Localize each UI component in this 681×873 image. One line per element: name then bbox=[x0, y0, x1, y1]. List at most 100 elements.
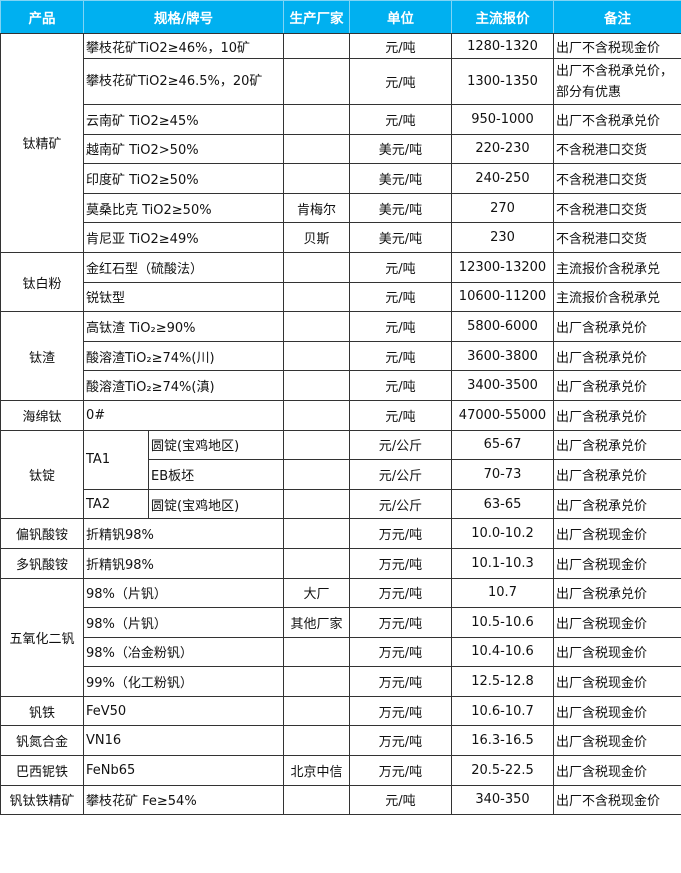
maker-cell bbox=[283, 725, 350, 757]
maker-cell: 北京中信 bbox=[283, 755, 350, 786]
spec-cell: 折精钒98% bbox=[83, 518, 284, 549]
price-cell: 10.1-10.3 bbox=[451, 547, 554, 579]
unit-cell: 元/吨 bbox=[349, 251, 452, 283]
table-row: 钒铁 FeV50 万元/吨 10.6-10.7 出厂含税现金价 bbox=[0, 695, 681, 727]
product-cell: 钒氮合金 bbox=[0, 725, 84, 757]
maker-cell bbox=[283, 636, 350, 668]
maker-cell bbox=[283, 163, 350, 194]
spec-cell: 酸溶渣TiO₂≥74%(川) bbox=[83, 340, 284, 372]
product-cell: 多钒酸铵 bbox=[0, 547, 84, 579]
price-cell: 10.0-10.2 bbox=[451, 518, 554, 549]
maker-cell bbox=[283, 784, 350, 816]
grade-cell: TA2 bbox=[83, 488, 149, 520]
maker-cell bbox=[283, 58, 350, 105]
price-cell: 65-67 bbox=[451, 429, 554, 461]
price-cell: 1280-1320 bbox=[451, 33, 554, 59]
unit-cell: 万元/吨 bbox=[349, 518, 452, 549]
note-cell: 出厂不含税承兑价 bbox=[553, 104, 681, 135]
note-cell: 出厂含税承兑价 bbox=[553, 340, 681, 372]
table-row: 99%（化工粉钒） 万元/吨 12.5-12.8 出厂含税现金价 bbox=[1, 666, 681, 697]
note-cell: 出厂含税现金价 bbox=[553, 725, 681, 757]
maker-cell bbox=[283, 488, 350, 520]
maker-cell bbox=[283, 399, 350, 431]
table-row: 酸溶渣TiO₂≥74%(滇) 元/吨 3400-3500 出厂含税承兑价 bbox=[1, 370, 681, 401]
table-row: 肯尼亚 TiO2≥49% 贝斯 美元/吨 230 不含税港口交货 bbox=[1, 222, 681, 253]
maker-cell bbox=[283, 666, 350, 697]
note-cell: 出厂含税承兑价 bbox=[553, 311, 681, 342]
maker-cell: 大厂 bbox=[283, 577, 350, 609]
price-cell: 70-73 bbox=[451, 459, 554, 490]
unit-cell: 万元/吨 bbox=[349, 695, 452, 727]
table-row: 巴西铌铁 FeNb65 北京中信 万元/吨 20.5-22.5 出厂含税现金价 bbox=[0, 755, 681, 786]
spec-cell: 莫桑比克 TiO2≥50% bbox=[83, 192, 284, 224]
unit-cell: 万元/吨 bbox=[349, 666, 452, 697]
maker-cell bbox=[283, 104, 350, 135]
price-cell: 10.5-10.6 bbox=[451, 607, 554, 638]
price-cell: 20.5-22.5 bbox=[451, 755, 554, 786]
unit-cell: 元/吨 bbox=[349, 311, 452, 342]
maker-cell bbox=[283, 695, 350, 727]
header-note: 备注 bbox=[553, 0, 681, 34]
unit-cell: 美元/吨 bbox=[349, 133, 452, 165]
note-cell: 出厂不含税现金价 bbox=[553, 784, 681, 816]
note-cell: 主流报价含税承兑 bbox=[553, 281, 681, 313]
spec-cell: 0# bbox=[83, 399, 284, 431]
unit-cell: 元/吨 bbox=[349, 33, 452, 59]
table-row: 98%（片钒） 其他厂家 万元/吨 10.5-10.6 出厂含税现金价 bbox=[1, 607, 681, 638]
price-cell: 10600-11200 bbox=[451, 281, 554, 313]
table-row: TA2 圆锭(宝鸡地区) 元/公斤 63-65 出厂含税承兑价 bbox=[1, 488, 681, 520]
table-row: 攀枝花矿TiO2≥46.5%，20矿 元/吨 1300-1350 出厂不含税承兑价，部… bbox=[1, 58, 681, 105]
spec-cell: 98%（冶金粉钒） bbox=[83, 636, 284, 668]
price-cell: 10.6-10.7 bbox=[451, 695, 554, 727]
spec-cell: FeV50 bbox=[83, 695, 284, 727]
spec-cell: 锐钛型 bbox=[83, 281, 284, 313]
note-cell: 出厂含税现金价 bbox=[553, 695, 681, 727]
price-cell: 3400-3500 bbox=[451, 370, 554, 401]
table-row: 越南矿 TiO2>50% 美元/吨 220-230 不含税港口交货 bbox=[1, 133, 681, 165]
note-cell: 不含税港口交货 bbox=[553, 133, 681, 165]
table-row: 酸溶渣TiO₂≥74%(川) 元/吨 3600-3800 出厂含税承兑价 bbox=[1, 340, 681, 372]
unit-cell: 元/公斤 bbox=[349, 459, 452, 490]
maker-cell bbox=[283, 547, 350, 579]
spec-cell: 圆锭(宝鸡地区) bbox=[148, 429, 284, 461]
spec-cell: 酸溶渣TiO₂≥74%(滇) bbox=[83, 370, 284, 401]
spec-cell: 云南矿 TiO2≥45% bbox=[83, 104, 284, 135]
spec-cell: 肯尼亚 TiO2≥49% bbox=[83, 222, 284, 253]
unit-cell: 元/吨 bbox=[349, 104, 452, 135]
unit-cell: 美元/吨 bbox=[349, 222, 452, 253]
maker-cell bbox=[283, 33, 350, 59]
unit-cell: 元/吨 bbox=[349, 784, 452, 816]
unit-cell: 万元/吨 bbox=[349, 755, 452, 786]
price-cell: 950-1000 bbox=[451, 104, 554, 135]
price-cell: 10.7 bbox=[451, 577, 554, 609]
grade-cell: TA1 bbox=[83, 429, 149, 490]
table-row: 印度矿 TiO2≥50% 美元/吨 240-250 不含税港口交货 bbox=[1, 163, 681, 194]
note-cell: 出厂不含税现金价 bbox=[553, 33, 681, 59]
table-row: 莫桑比克 TiO2≥50% 肯梅尔 美元/吨 270 不含税港口交货 bbox=[1, 192, 681, 224]
product-cell: 五氧化二钒 bbox=[0, 577, 84, 697]
unit-cell: 万元/吨 bbox=[349, 547, 452, 579]
unit-cell: 元/公斤 bbox=[349, 488, 452, 520]
unit-cell: 万元/吨 bbox=[349, 607, 452, 638]
maker-cell bbox=[283, 370, 350, 401]
product-cell: 钛白粉 bbox=[0, 251, 84, 313]
spec-cell: 越南矿 TiO2>50% bbox=[83, 133, 284, 165]
spec-cell: 98%（片钒） bbox=[83, 607, 284, 638]
unit-cell: 元/吨 bbox=[349, 370, 452, 401]
unit-cell: 美元/吨 bbox=[349, 163, 452, 194]
table-body: 钛精矿 攀枝花矿TiO2≥46%，10矿 元/吨 1280-1320 出厂不含税现金价攀… bbox=[0, 33, 681, 816]
table-row: 五氧化二钒 98%（片钒） 大厂 万元/吨 10.7 出厂含税承兑价 bbox=[0, 577, 681, 697]
note-cell: 不含税港口交货 bbox=[553, 192, 681, 224]
price-cell: 16.3-16.5 bbox=[451, 725, 554, 757]
unit-cell: 元/吨 bbox=[349, 58, 452, 105]
price-cell: 1300-1350 bbox=[451, 58, 554, 105]
product-cell: 钒铁 bbox=[0, 695, 84, 727]
price-cell: 230 bbox=[451, 222, 554, 253]
unit-cell: 万元/吨 bbox=[349, 725, 452, 757]
product-cell: 偏钒酸铵 bbox=[0, 518, 84, 549]
table-row: 钛白粉 金红石型（硫酸法） 元/吨 12300-13200 主流报价含税承兑 bbox=[0, 251, 681, 313]
price-cell: 5800-6000 bbox=[451, 311, 554, 342]
spec-cell: 折精钒98% bbox=[83, 547, 284, 579]
note-cell: 出厂含税承兑价 bbox=[553, 429, 681, 461]
product-cell: 钛精矿 bbox=[0, 33, 84, 253]
